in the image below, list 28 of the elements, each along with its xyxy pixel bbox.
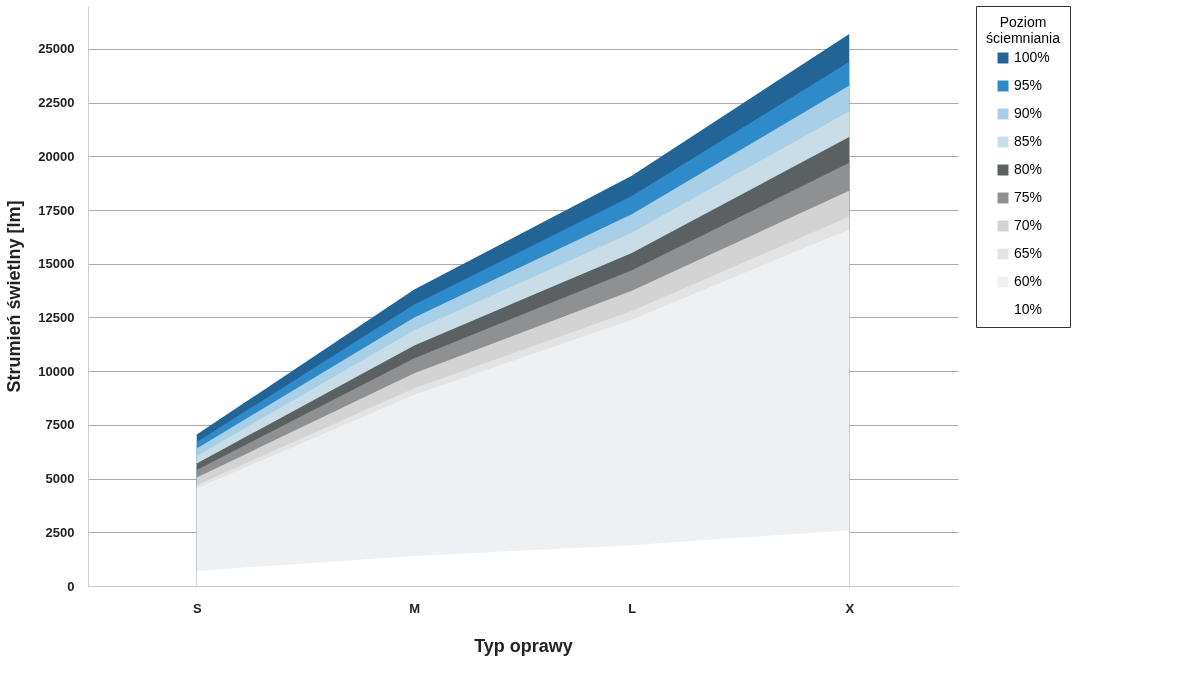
legend-label: 100% (1014, 49, 1050, 65)
legend-label: 65% (1014, 245, 1043, 261)
y-tick-label: 12500 (38, 309, 75, 325)
y-tick-label: 0 (67, 578, 75, 594)
y-tick-label: 5000 (45, 471, 75, 487)
y-tick-label: 22500 (38, 95, 75, 111)
legend-label: 95% (1014, 77, 1043, 93)
legend-label: 85% (1014, 133, 1043, 149)
y-tick-label: 2500 (45, 524, 75, 540)
x-tick-label: S (192, 600, 202, 616)
y-tick-label: 7500 (45, 417, 75, 433)
x-axis-title: Typ oprawy (474, 635, 573, 656)
y-tick-label: 10000 (38, 363, 75, 379)
legend-label: 75% (1014, 189, 1043, 205)
y-tick-label: 25000 (38, 41, 75, 57)
x-tick-label: M (409, 600, 421, 616)
x-tick-label: X (845, 600, 855, 616)
legend-label: 90% (1014, 105, 1043, 121)
y-axis-title: Strumień świetlny [lm] (4, 200, 25, 393)
y-tick-label: 20000 (38, 148, 75, 164)
legend-label: 60% (1014, 273, 1043, 289)
legend-label: 80% (1014, 161, 1043, 177)
legend-title: Poziom ściemniania (986, 14, 1061, 46)
text: 10% (1014, 301, 1043, 317)
legend-label: 70% (1014, 217, 1043, 233)
x-tick-label: L (628, 600, 637, 616)
y-tick-label: 17500 (38, 202, 75, 218)
y-tick-label: 15000 (38, 256, 75, 272)
